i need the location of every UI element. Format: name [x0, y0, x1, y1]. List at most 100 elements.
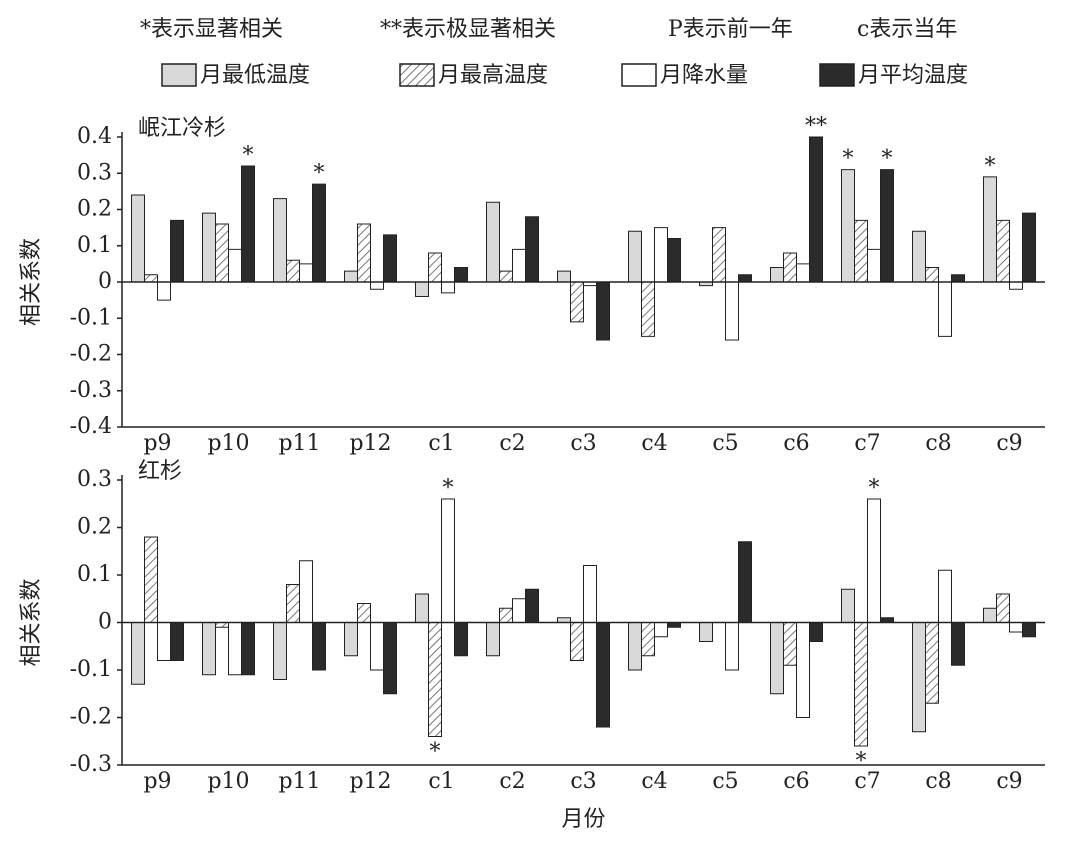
- bar: [344, 622, 358, 657]
- x-tick-label: p11: [278, 431, 320, 456]
- bar: [938, 281, 952, 337]
- bar: [1009, 281, 1023, 290]
- bar: [273, 622, 287, 680]
- bar: [299, 560, 313, 623]
- bar: [215, 223, 229, 283]
- bar: [783, 622, 797, 666]
- bar: [938, 569, 952, 623]
- legend-swatch: [819, 63, 855, 87]
- y-axis-label: 相关系数: [19, 238, 44, 326]
- y-tick-label: 0.1: [77, 562, 112, 587]
- legend-label: 月平均温度: [858, 63, 968, 88]
- bar: [796, 263, 810, 283]
- y-tick-label: 0.3: [77, 467, 112, 492]
- x-tick-label: p10: [207, 431, 249, 456]
- note: P表示前一年: [668, 17, 793, 42]
- panel-title: 岷江冷杉: [138, 116, 226, 141]
- bar: [241, 165, 255, 283]
- bar: [441, 281, 455, 294]
- y-tick-label: -0.1: [70, 657, 112, 682]
- panel-title: 红杉: [138, 459, 182, 484]
- x-tick-label: p11: [278, 769, 320, 794]
- legend-label: 月降水量: [660, 63, 748, 88]
- bar: [525, 588, 539, 623]
- bar: [596, 281, 610, 341]
- bar: [654, 622, 668, 638]
- bar: [951, 274, 965, 283]
- y-tick-label: 0.2: [77, 515, 112, 540]
- bar: [202, 212, 216, 283]
- bar: [867, 248, 881, 283]
- significance-mark: *: [314, 161, 325, 186]
- bar: [241, 622, 255, 676]
- bar: [202, 622, 216, 676]
- note: c表示当年: [857, 17, 957, 42]
- bar: [286, 584, 300, 623]
- bar: [557, 270, 571, 283]
- bar: [912, 230, 926, 283]
- bar: [286, 259, 300, 283]
- bar: [809, 622, 823, 642]
- bar: [809, 136, 823, 283]
- y-tick-label: -0.2: [70, 705, 112, 730]
- legend-swatch: [161, 63, 197, 87]
- bar: [738, 274, 752, 283]
- bar: [228, 248, 242, 283]
- bar: [157, 281, 171, 301]
- bar: [228, 622, 242, 676]
- bar: [144, 536, 158, 623]
- legend-label: 月最高温度: [438, 63, 548, 88]
- bar: [796, 622, 810, 718]
- y-tick-label: 0.1: [77, 233, 112, 258]
- bar: [725, 281, 739, 341]
- note: *表示显著相关: [140, 17, 283, 42]
- x-tick-label: c3: [570, 769, 596, 794]
- bar: [499, 607, 513, 623]
- significance-mark: *: [243, 143, 254, 168]
- bar: [370, 622, 384, 671]
- bar: [667, 238, 681, 283]
- x-tick-label: c4: [641, 769, 667, 794]
- x-tick-label: p12: [349, 431, 391, 456]
- bar: [370, 281, 384, 290]
- legend-swatch: [399, 63, 435, 87]
- x-tick-label: p10: [207, 769, 249, 794]
- x-tick-label: p9: [143, 769, 171, 794]
- bar: [344, 270, 358, 283]
- bar: [925, 267, 939, 283]
- bar: [854, 219, 868, 283]
- bar: [415, 281, 429, 297]
- bar: [312, 183, 326, 283]
- bar: [157, 622, 171, 661]
- bar: [486, 622, 500, 657]
- bar: [854, 622, 868, 747]
- bar: [841, 588, 855, 623]
- bar: [170, 622, 184, 661]
- bar: [983, 176, 997, 283]
- x-tick-label: p12: [349, 769, 391, 794]
- y-tick-label: -0.1: [70, 305, 112, 330]
- y-tick-label: -0.2: [70, 342, 112, 367]
- bar: [357, 603, 371, 623]
- significance-mark: *: [443, 476, 454, 501]
- bar: [486, 201, 500, 283]
- bar: [654, 227, 668, 283]
- x-tick-label: c6: [783, 431, 809, 456]
- bar: [1022, 212, 1036, 283]
- y-tick-label: 0: [98, 269, 112, 294]
- y-tick-label: 0.2: [77, 197, 112, 222]
- bar: [273, 198, 287, 283]
- bar: [454, 267, 468, 283]
- x-tick-label: c9: [996, 431, 1022, 456]
- significance-mark: **: [805, 114, 827, 139]
- significance-mark: *: [843, 147, 854, 172]
- x-tick-label: c1: [428, 431, 454, 456]
- significance-mark: *: [882, 147, 893, 172]
- bar: [628, 622, 642, 671]
- bar: [841, 169, 855, 283]
- bar: [738, 541, 752, 623]
- bar: [770, 622, 784, 695]
- x-tick-label: c9: [996, 769, 1022, 794]
- bar: [512, 248, 526, 283]
- bar: [783, 252, 797, 283]
